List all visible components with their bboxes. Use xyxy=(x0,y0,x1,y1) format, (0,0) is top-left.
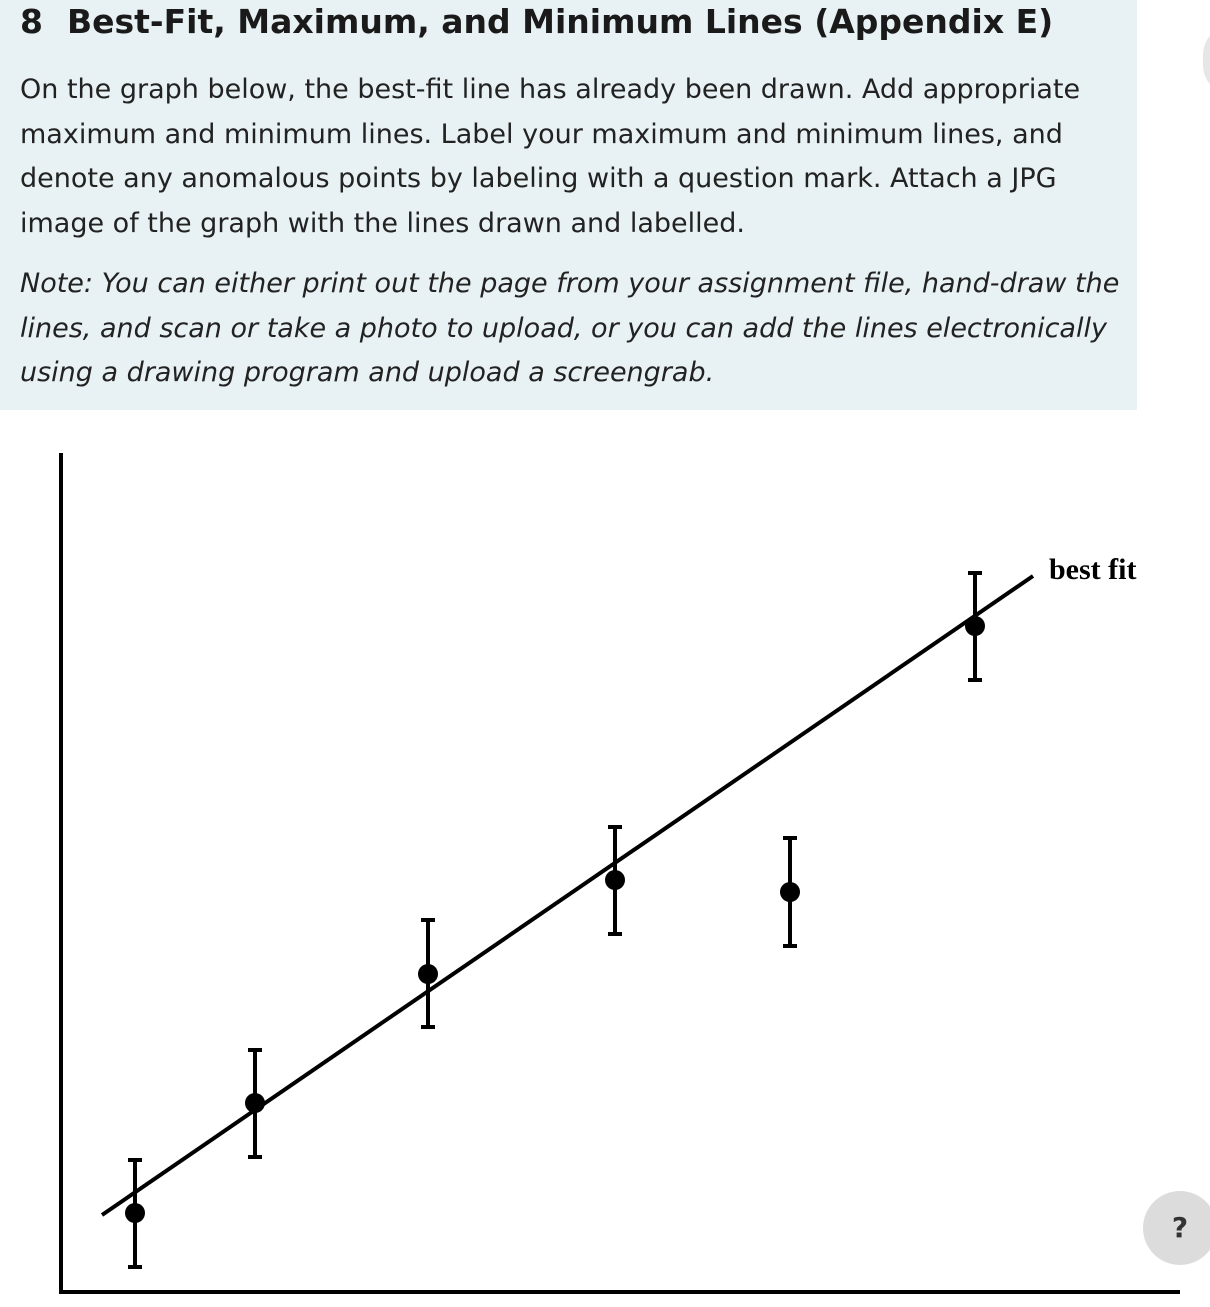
question-title: 8 Best-Fit, Maximum, and Minimum Lines (A… xyxy=(20,2,1053,41)
note: Note: You can either print out the page … xyxy=(20,268,1120,388)
instructions: On the graph below, the best-fit line ha… xyxy=(20,74,1081,239)
data-point xyxy=(125,1203,145,1223)
data-point xyxy=(605,870,625,890)
best-fit-line xyxy=(100,574,1035,1217)
error-bars xyxy=(128,571,982,1269)
data-point xyxy=(245,1093,265,1113)
side-control[interactable] xyxy=(1203,25,1210,95)
data-point xyxy=(965,616,985,636)
data-point xyxy=(780,882,800,902)
help-button[interactable]: ? xyxy=(1143,1191,1210,1265)
title-text: Best-Fit, Maximum, and Minimum Lines (Ap… xyxy=(66,2,1054,41)
question-panel: 8 Best-Fit, Maximum, and Minimum Lines (A… xyxy=(0,0,1137,410)
question-number: 8 xyxy=(20,2,43,41)
graph: best fit xyxy=(59,453,1180,1294)
line-label: best fit xyxy=(1049,553,1136,586)
data-point xyxy=(418,964,438,984)
